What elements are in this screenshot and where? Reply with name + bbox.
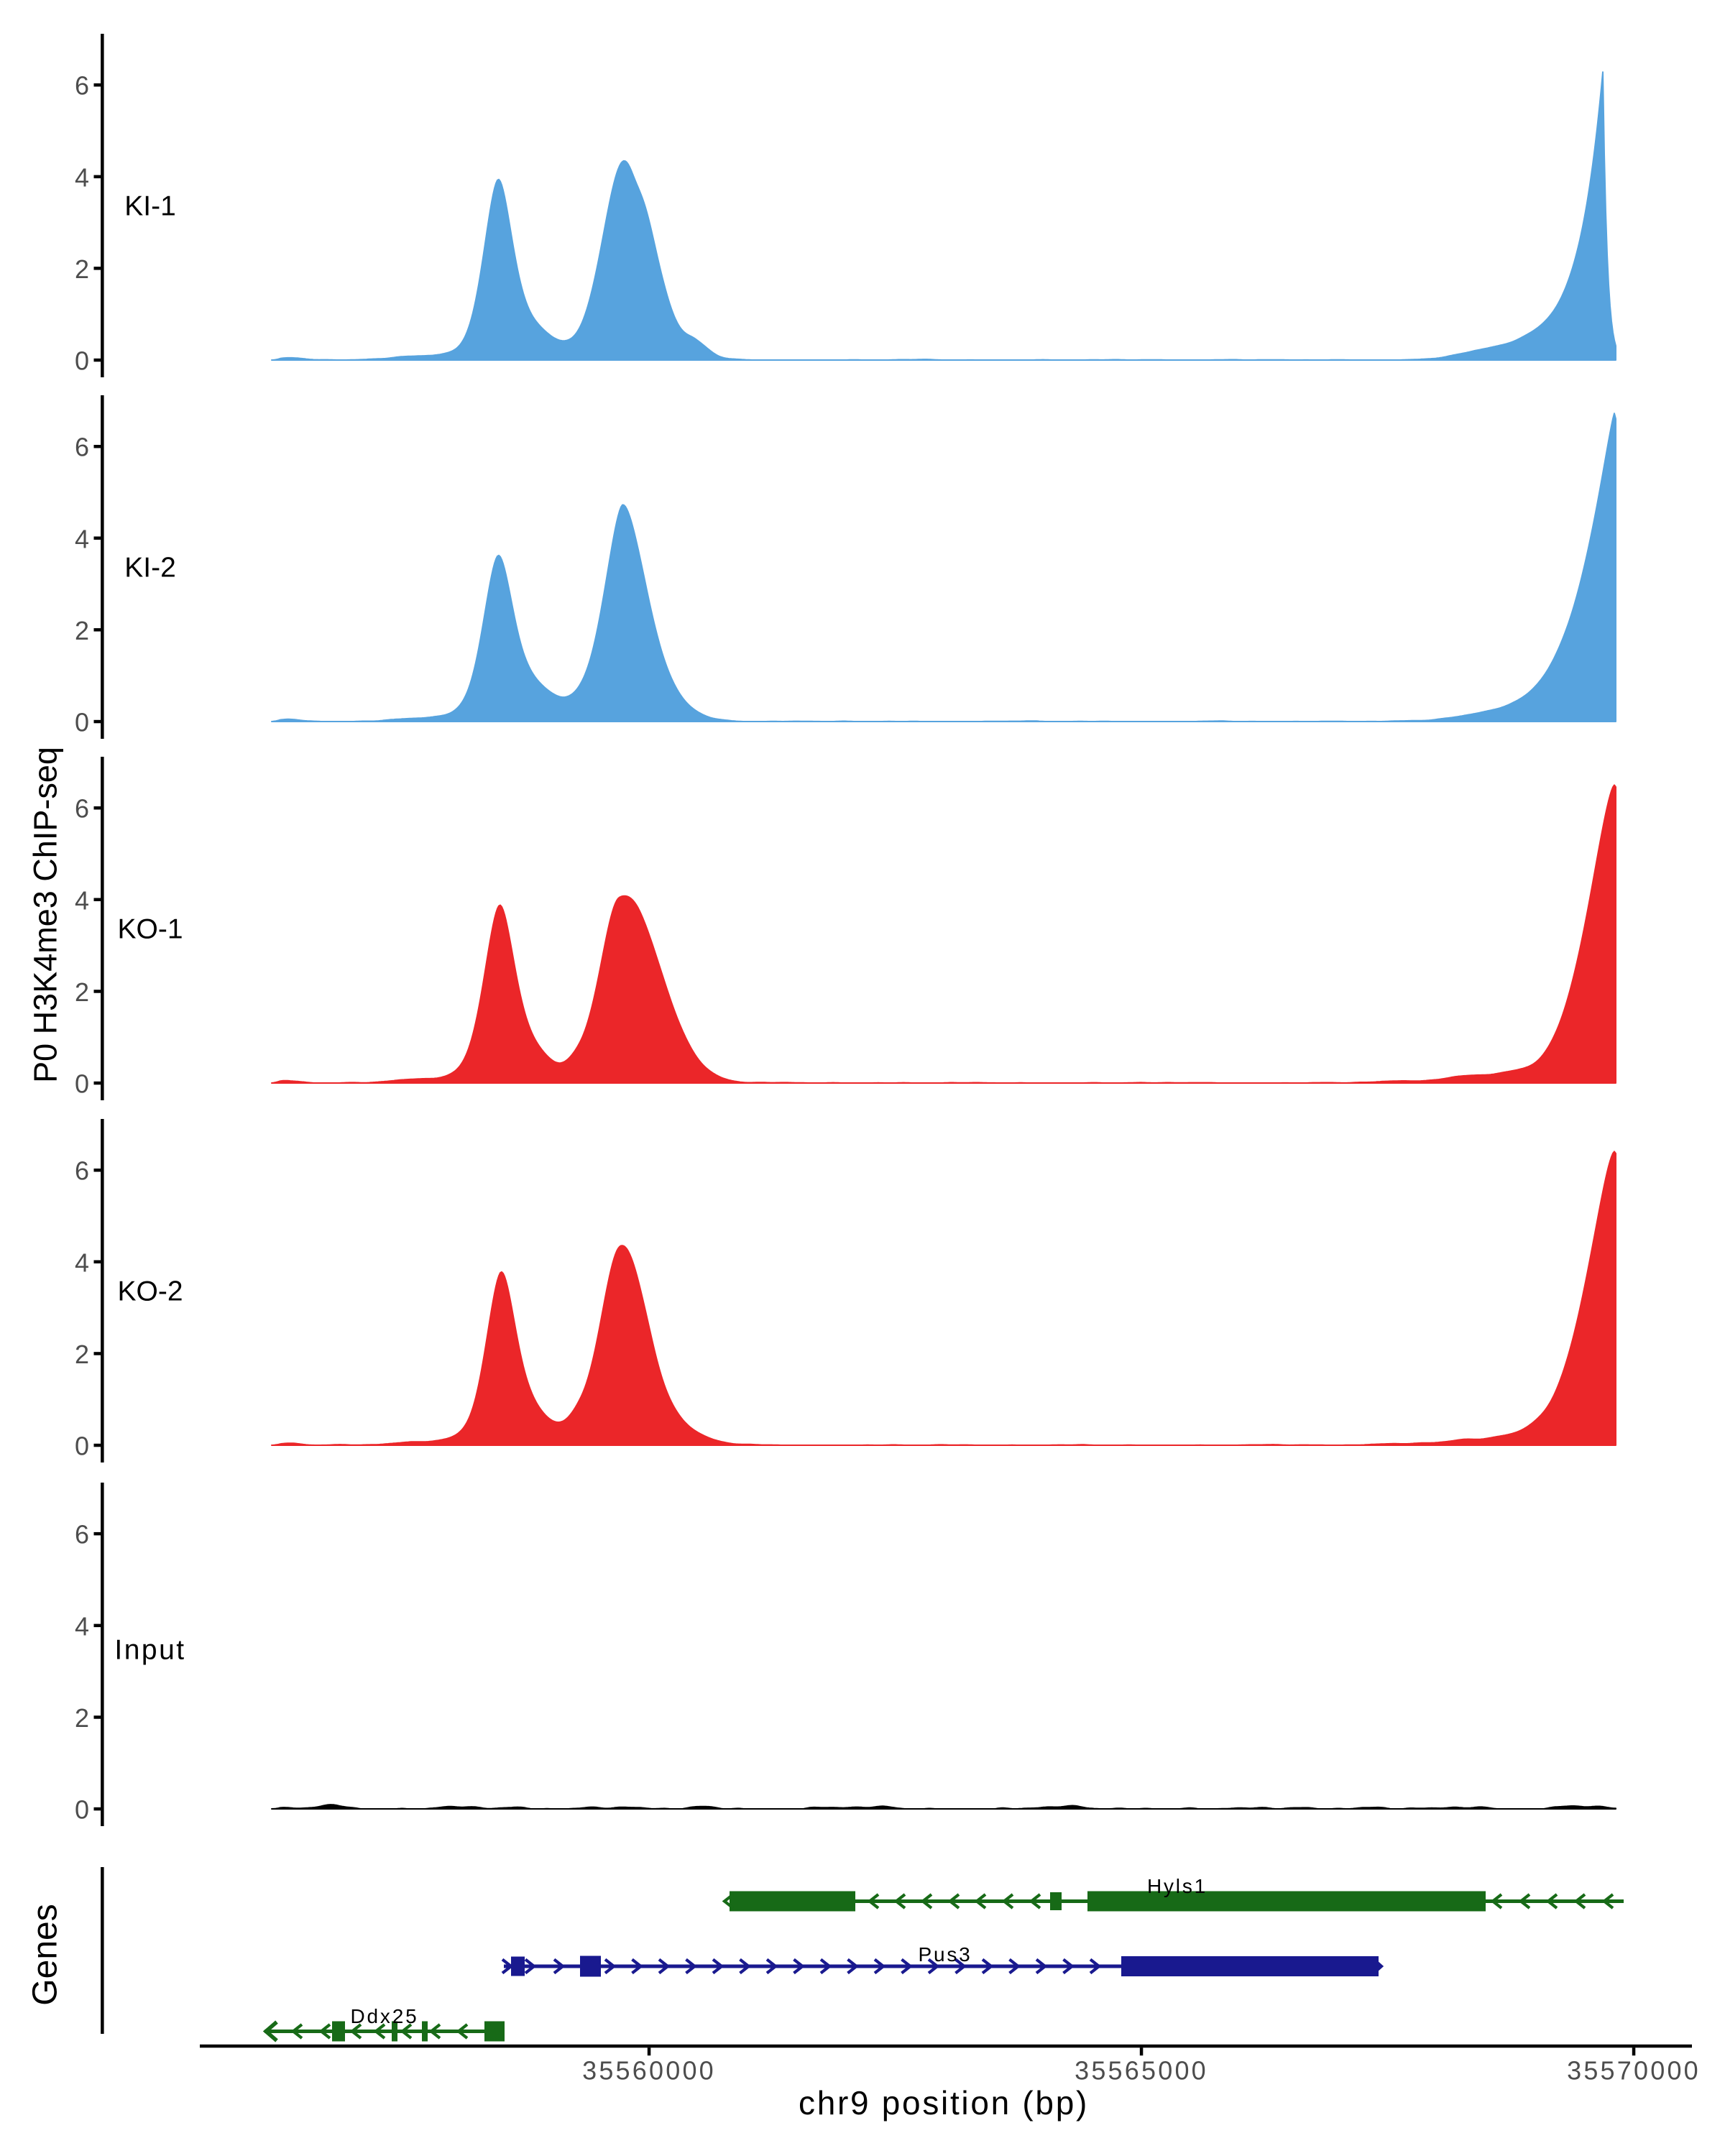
svg-text:4: 4 <box>75 1248 89 1277</box>
svg-text:0: 0 <box>75 708 89 737</box>
svg-text:KI-1: KI-1 <box>124 191 176 222</box>
svg-text:35565000: 35565000 <box>1075 2056 1208 2086</box>
svg-text:4: 4 <box>75 885 89 915</box>
svg-text:chr9 position (bp): chr9 position (bp) <box>799 2084 1089 2122</box>
svg-text:KI-2: KI-2 <box>124 553 176 584</box>
svg-text:4: 4 <box>75 1611 89 1641</box>
svg-text:0: 0 <box>75 1432 89 1461</box>
svg-text:Ddx25: Ddx25 <box>351 2005 419 2027</box>
svg-text:6: 6 <box>75 433 89 462</box>
svg-text:Input: Input <box>114 1635 185 1666</box>
svg-text:0: 0 <box>75 1795 89 1825</box>
svg-text:Hyls1: Hyls1 <box>1147 1875 1208 1897</box>
svg-text:KO-2: KO-2 <box>117 1276 183 1307</box>
svg-text:0: 0 <box>75 1069 89 1099</box>
svg-text:2: 2 <box>75 1703 89 1733</box>
svg-text:35560000: 35560000 <box>582 2056 716 2086</box>
svg-text:2: 2 <box>75 977 89 1007</box>
svg-text:Pus3: Pus3 <box>918 1943 972 1966</box>
svg-text:2: 2 <box>75 1340 89 1369</box>
svg-text:6: 6 <box>75 1156 89 1186</box>
svg-text:2: 2 <box>75 616 89 645</box>
svg-text:2: 2 <box>75 254 89 284</box>
svg-text:6: 6 <box>75 1520 89 1549</box>
svg-text:P0 H3K4me3 ChIP-seq: P0 H3K4me3 ChIP-seq <box>27 747 64 1083</box>
svg-text:6: 6 <box>75 794 89 824</box>
svg-text:35570000: 35570000 <box>1567 2056 1701 2086</box>
svg-text:Genes: Genes <box>27 1904 65 2005</box>
svg-text:0: 0 <box>75 346 89 376</box>
svg-text:4: 4 <box>75 162 89 192</box>
svg-text:6: 6 <box>75 71 89 101</box>
svg-text:KO-1: KO-1 <box>117 914 183 945</box>
svg-text:4: 4 <box>75 524 89 553</box>
